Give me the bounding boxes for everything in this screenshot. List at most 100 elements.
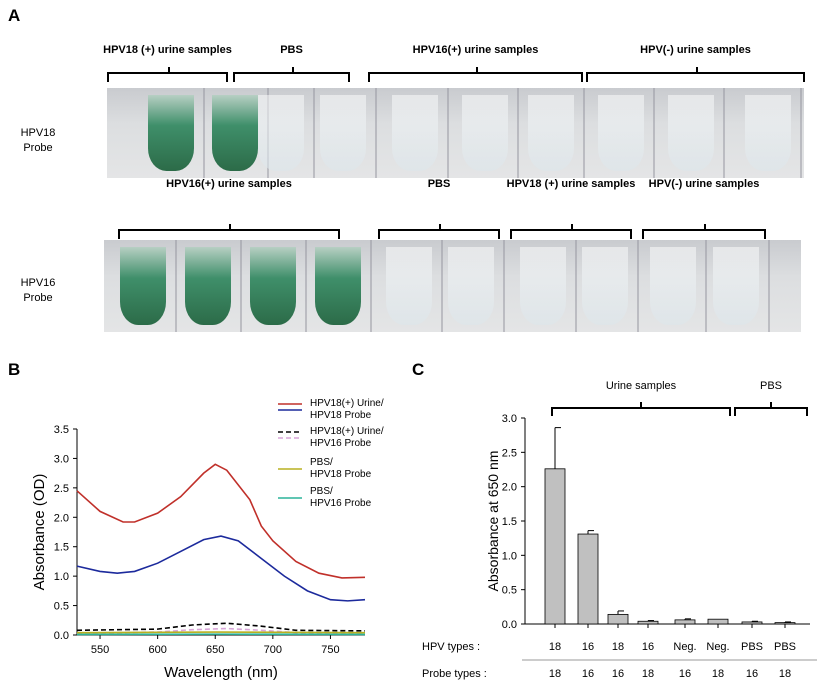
y-tick-label: 2.5 (502, 447, 517, 459)
legend-label: HPV16 Probe (310, 438, 372, 449)
bar (707, 618, 729, 625)
series-line (76, 535, 366, 602)
hpv-type-label: PBS (741, 641, 763, 653)
tube-divider (441, 240, 443, 332)
y-tick-label: 2.5 (54, 483, 69, 495)
group-bracket (378, 224, 500, 239)
bar (674, 619, 696, 625)
hpv-type-label: 16 (582, 641, 594, 653)
tube-divider (305, 240, 307, 332)
bar (544, 468, 566, 625)
bar (577, 533, 599, 625)
legend-label: PBS/ (310, 457, 333, 468)
sample-group-label: PBS (427, 178, 451, 190)
sample-group-label: HPV16(+) urine samples (412, 44, 539, 56)
panel-a-label: A (8, 6, 21, 25)
y-tick-label: 0.0 (54, 630, 69, 642)
tube-divider (653, 88, 655, 178)
tube-divider (768, 240, 770, 332)
clear-tube (386, 247, 432, 325)
y-tick-label: 1.5 (54, 542, 69, 554)
y-tick-label: 2.0 (54, 512, 69, 524)
hpv-type-label: PBS (774, 641, 796, 653)
hpv-type-label: 18 (612, 641, 624, 653)
series-line (76, 463, 366, 579)
tube-divider (370, 240, 372, 332)
group-bracket (107, 67, 228, 82)
clear-tube (528, 95, 574, 171)
probe-type-label: 16 (612, 668, 624, 680)
tube-photo (107, 88, 804, 178)
clear-tube (598, 95, 644, 171)
tube-divider (447, 88, 449, 178)
probe-type-label: 16 (679, 668, 691, 680)
row-label: HPV types : (422, 641, 480, 653)
clear-tube (462, 95, 508, 171)
legend-label: HPV18(+) Urine/ (310, 426, 384, 437)
probe-type-label: 18 (549, 668, 561, 680)
probe-type-label: 16 (746, 668, 758, 680)
panel-c-label: C (412, 360, 425, 379)
probe-type-label: 18 (642, 668, 654, 680)
y-tick-label: 0.5 (502, 585, 517, 597)
sample-group-label: HPV16(+) urine samples (166, 178, 292, 190)
y-tick-label: 3.0 (54, 453, 69, 465)
clear-tube (258, 95, 304, 171)
series-line (76, 622, 366, 632)
clear-tube (520, 247, 566, 325)
group-label: PBS (760, 380, 782, 392)
tube-divider (637, 240, 639, 332)
hpv-type-label: Neg. (706, 641, 729, 653)
tube-divider (375, 88, 377, 178)
y-tick-label: 1.0 (502, 550, 517, 562)
tube-divider (575, 240, 577, 332)
y-axis-label: Absorbance at 650 nm (485, 451, 501, 592)
green-tube (315, 247, 361, 325)
tube-divider (800, 88, 802, 178)
series-line (76, 631, 366, 634)
bar (774, 622, 796, 625)
probe-label: HPV16 Probe (20, 277, 56, 304)
y-tick-label: 1.5 (502, 516, 517, 528)
absorbance-spectrum-chart: 0.0 0.5 1.0 1.5 2.0 2.5 3.0 3.5 550 600 650 700 750 W… (31, 398, 384, 681)
hpv-type-label: Neg. (673, 641, 696, 653)
hpv-type-label: 18 (549, 641, 561, 653)
group-bracket (734, 402, 808, 416)
green-tube (185, 247, 231, 325)
green-tube (148, 95, 194, 171)
y-tick-label: 3.5 (54, 424, 69, 436)
clear-tube (582, 247, 628, 325)
sample-group-label: HPV18 (+) urine samples (506, 178, 636, 190)
probe-type-label: 18 (779, 668, 791, 680)
tube-divider (503, 240, 505, 332)
y-tick-label: 0.5 (54, 601, 69, 613)
clear-tube (713, 247, 759, 325)
green-tube (212, 95, 258, 171)
x-tick-label: 750 (321, 644, 339, 656)
x-axis-label: Wavelength (nm) (164, 664, 278, 681)
x-tick-label: 700 (264, 644, 282, 656)
panel-b-label: B (8, 360, 21, 379)
tube-divider (313, 88, 315, 178)
sample-group-label: HPV(-) urine samples (640, 44, 751, 56)
legend-label: HPV16 Probe (310, 498, 372, 509)
bar (607, 613, 629, 625)
bar (741, 621, 763, 625)
y-tick-label: 2.0 (502, 482, 517, 494)
group-label: Urine samples (606, 380, 677, 392)
sample-group-label: PBS (280, 44, 303, 56)
probe-label: HPV18 Probe (20, 127, 56, 154)
tube-divider (705, 240, 707, 332)
legend-label: PBS/ (310, 486, 333, 497)
x-tick-label: 650 (206, 644, 224, 656)
clear-tube (668, 95, 714, 171)
x-tick-label: 600 (148, 644, 166, 656)
group-bracket (586, 67, 805, 82)
tube-divider (583, 88, 585, 178)
group-bracket (642, 224, 766, 239)
sample-group-label: HPV18 (+) urine samples (103, 44, 232, 56)
group-bracket (118, 224, 340, 239)
x-tick-label: 550 (91, 644, 109, 656)
tube-divider (517, 88, 519, 178)
